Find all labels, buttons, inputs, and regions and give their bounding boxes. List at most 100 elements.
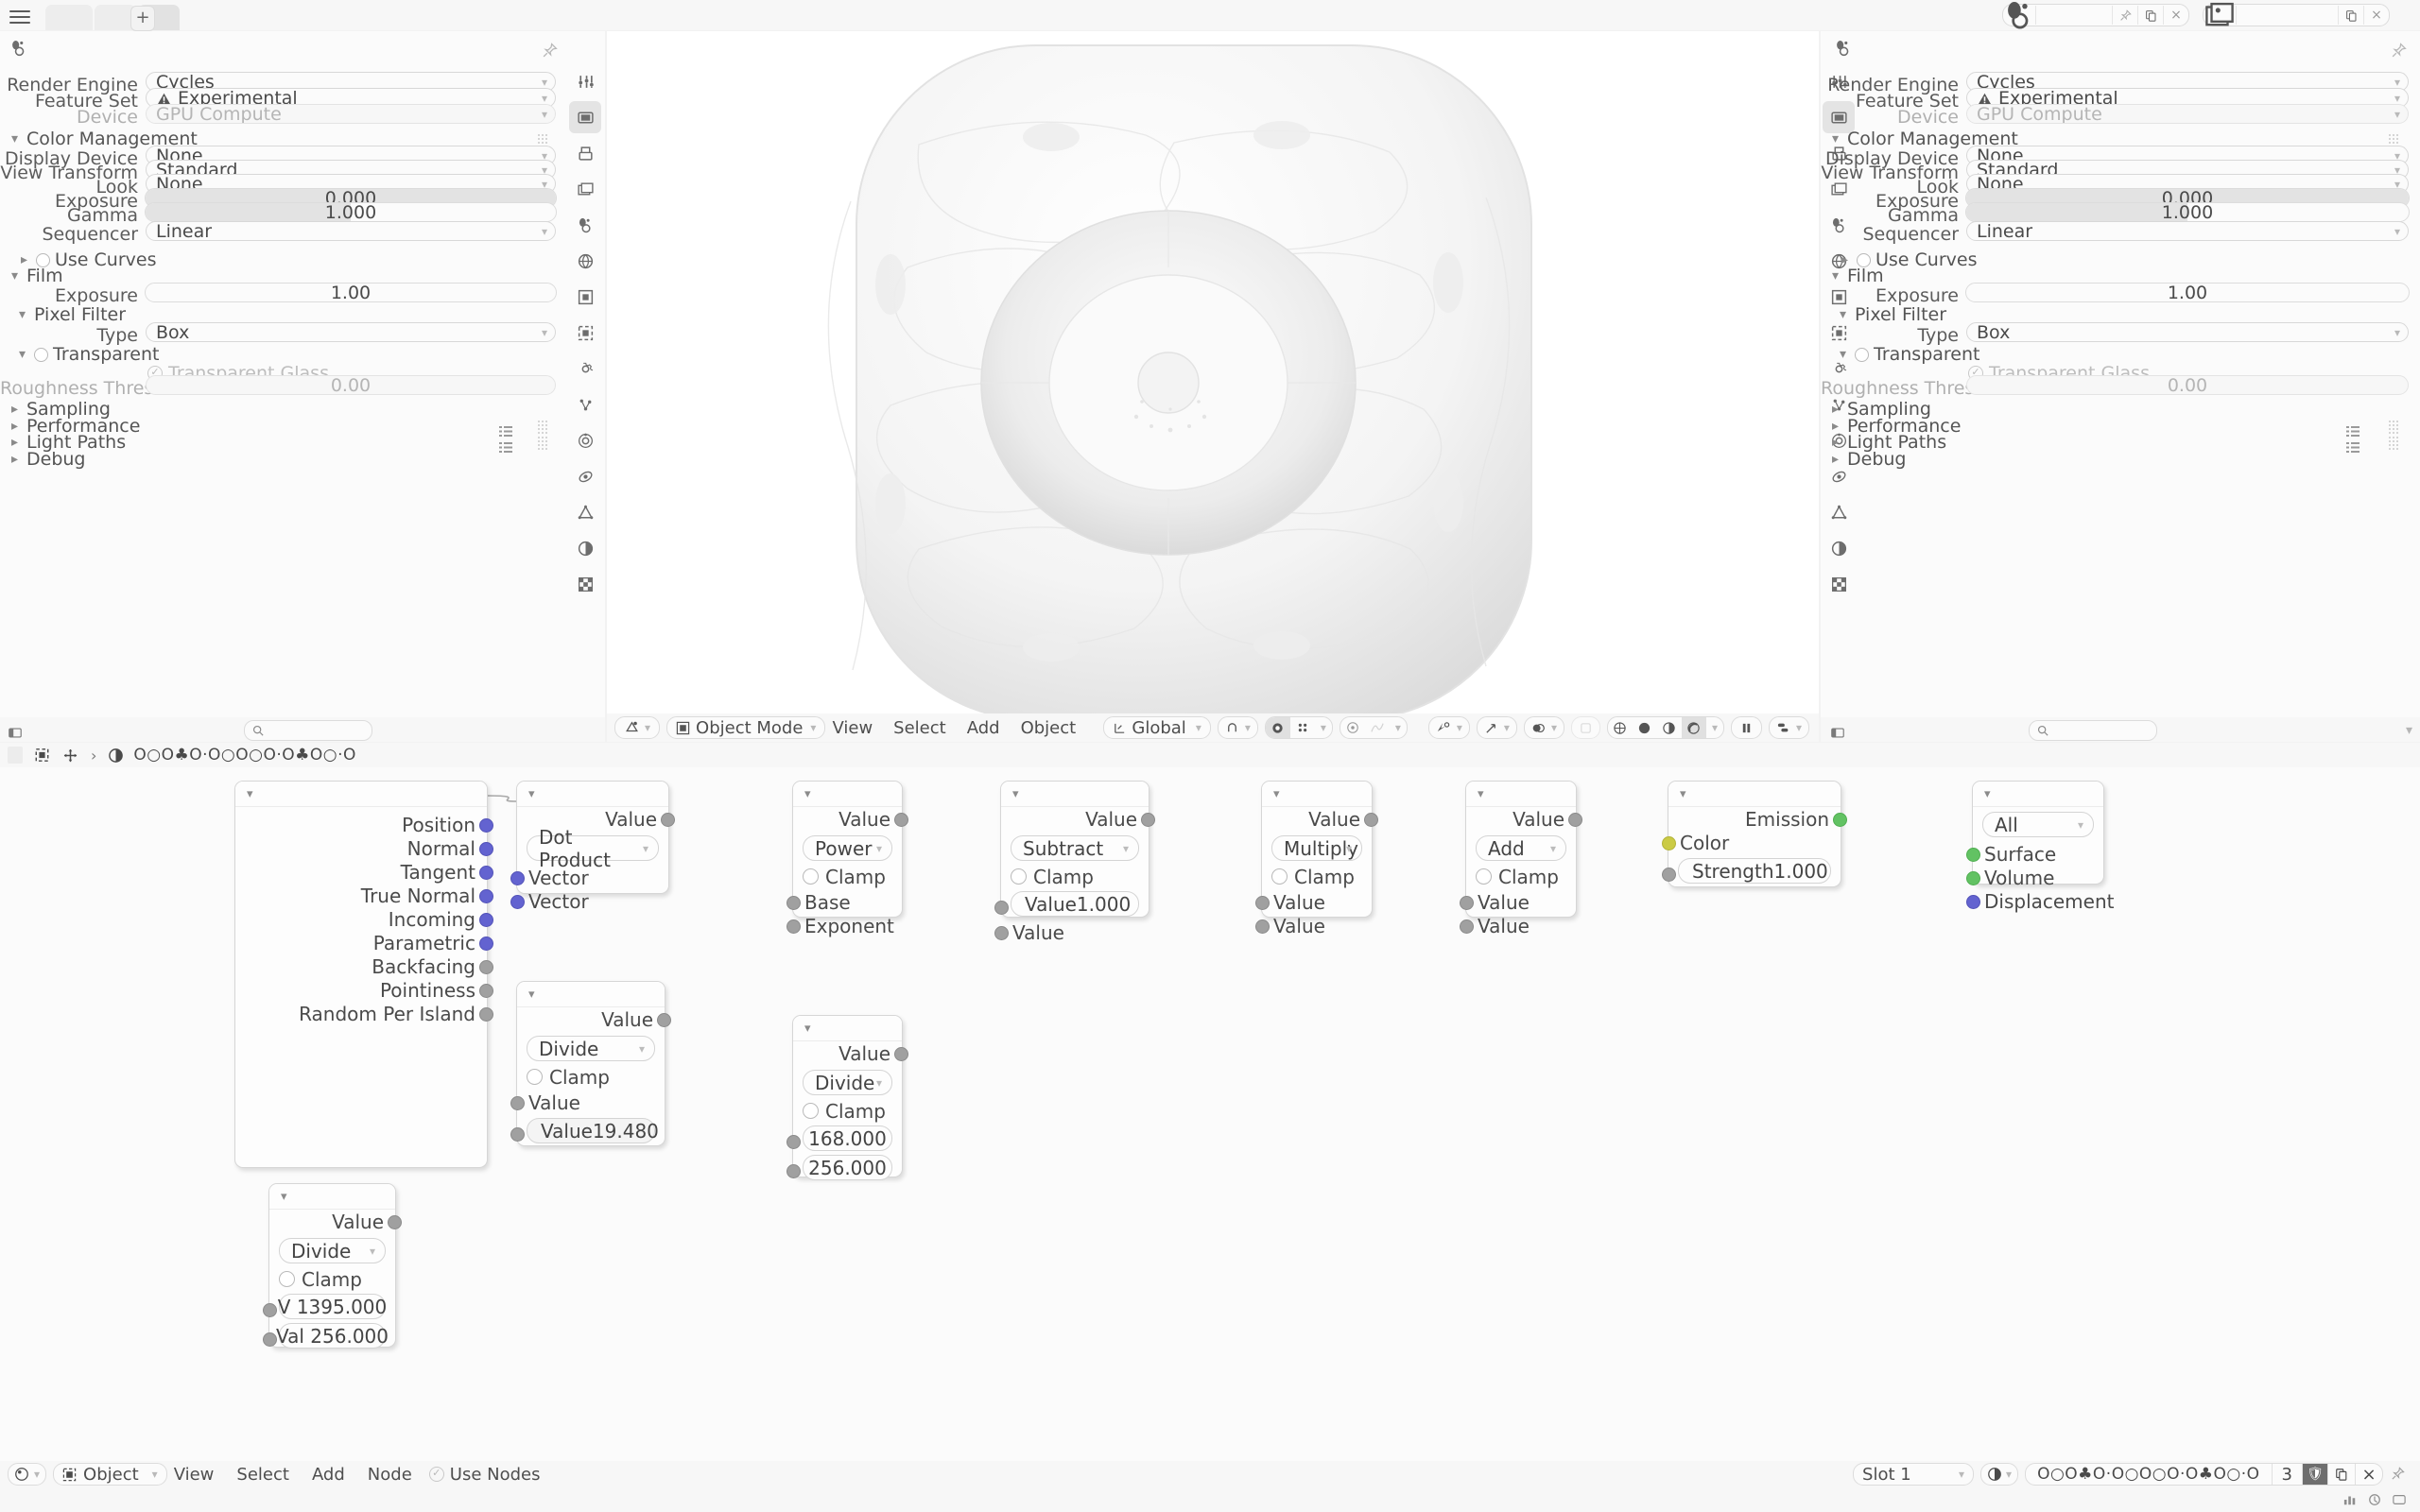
operation-dropdown[interactable]: Divide ▾ [279,1238,386,1263]
strength-field[interactable]: Strength 1.000 [1678,858,1831,884]
clamp-checkbox[interactable]: Clamp [1476,866,1566,888]
editor-type-selector[interactable]: ▾ [614,716,661,739]
socket-value-b[interactable]: Value [994,920,1149,944]
menu-object[interactable]: Object [1020,717,1077,738]
xray-toggle[interactable] [1570,716,1600,739]
properties-tab-tool[interactable] [1823,65,1855,97]
socket-position[interactable]: Position [235,813,493,836]
field-roughness-threshold[interactable]: 0.00 [1966,375,2409,395]
list-icon[interactable] [2346,419,2360,437]
properties-tab-material[interactable] [1823,532,1855,564]
node-header[interactable]: ▾ [793,782,902,807]
value-field-b[interactable]: Val 256.000 [276,1323,389,1349]
properties-tab-output[interactable] [1823,137,1855,169]
section-light-paths[interactable]: ▸ Light Paths [1832,432,1947,453]
node-header[interactable]: ▾ [517,982,665,1007]
socket-vector-b[interactable]: Vector [510,889,668,913]
node-header[interactable]: ▾ [235,782,487,807]
socket-color[interactable]: Color [1662,831,1841,854]
value-field-b[interactable]: Value 19.480 [527,1118,659,1143]
clamp-checkbox[interactable]: Clamp [279,1268,386,1291]
node-header[interactable]: ▾ [517,782,668,807]
workspace-tab-2[interactable] [95,5,136,30]
scene-datablock-field[interactable]: × [2002,2,2189,29]
list-icon[interactable] [499,435,512,453]
socket-value-b[interactable]: Value [1460,914,1576,937]
properties-tab-view-layer[interactable] [569,173,601,205]
operation-dropdown[interactable]: Divide ▾ [527,1036,655,1061]
properties-tab-render[interactable] [1823,101,1855,133]
editor-icon[interactable] [9,39,28,62]
material-users-count[interactable]: 3 [2271,1464,2302,1485]
shading-modes-group[interactable]: ▾ [1606,716,1724,739]
node-math-multiply[interactable]: ▾ Value Multiply ▾ Clamp Value Value [1255,781,1378,937]
socket-tangent[interactable]: Tangent [235,860,493,884]
node-header[interactable]: ▾ [1466,782,1576,807]
socket-base[interactable]: Base [786,890,902,914]
socket-value-out[interactable]: Value [1262,807,1378,831]
proportional-edit-icon[interactable] [1265,717,1290,738]
wireframe-icon[interactable] [1608,717,1633,738]
proportional-falloff-icon[interactable] [1290,717,1315,738]
menu-add[interactable]: Add [311,1464,345,1485]
operation-dropdown[interactable]: Subtract ▾ [1011,835,1139,861]
drag-dots[interactable] [2388,436,2401,450]
value-field-b[interactable]: 256.000 [803,1155,892,1180]
clamp-checkbox[interactable]: Clamp [803,866,892,888]
field-pixel-filter-type[interactable]: Box ▾ [1966,322,2409,342]
section-debug[interactable]: ▸ Debug [11,448,86,470]
hamburger-icon[interactable] [9,7,30,24]
section-color-management[interactable]: ▾ Color Management [1832,129,2018,149]
operation-dropdown[interactable]: Dot Product ▾ [527,826,659,871]
socket-pointiness[interactable]: Pointiness [235,978,493,1002]
section-debug[interactable]: ▸ Debug [1832,448,1907,470]
node-material-output[interactable]: ▾ All ▾ Surface Volume Displacement [1966,781,2115,913]
viewport-options[interactable]: ▾ [1768,716,1809,739]
use-nodes-checkbox[interactable]: ✓ Use Nodes [428,1465,541,1485]
node-header[interactable]: ▾ [1973,782,2103,807]
search-input[interactable] [2029,720,2157,741]
falloff-curve-icon[interactable] [1365,717,1390,738]
shield-icon[interactable]: 🛡 [2302,1464,2327,1485]
section-sampling[interactable]: ▸ Sampling [1832,399,1931,420]
shader-type-selector[interactable]: ▾ [8,1463,47,1486]
pause-render-toggle[interactable] [1730,716,1762,739]
properties-tab-scene[interactable] [569,209,601,241]
filter-icon[interactable] [8,722,23,745]
material-browse-button[interactable]: ▾ [1980,1463,2019,1486]
transform-orientation-selector[interactable]: Global ▾ [1103,716,1211,739]
shader-node-editor[interactable]: › O○O♣O·O○O○O·O♣O○·O [0,743,2420,1487]
socket-normal[interactable]: Normal [235,836,493,860]
menu-select[interactable]: Select [236,1464,289,1485]
node-math-divide-1395[interactable]: ▾ Value Divide ▾ Clamp V 1395.000 Val 256… [263,1183,402,1349]
socket-parametric[interactable]: Parametric [235,931,493,954]
pin-icon[interactable] [2112,6,2137,25]
chevron-down-icon[interactable]: ▾ [2405,723,2412,738]
rendered-icon[interactable] [1681,717,1706,738]
node-vector-math-dot-product[interactable]: ▾ Value Dot Product ▾ Vector Vector [510,781,675,913]
properties-tab-object[interactable] [1823,317,1855,349]
properties-tab-scene[interactable] [1823,209,1855,241]
properties-tab-tool[interactable] [569,65,601,97]
menu-node[interactable]: Node [367,1464,412,1485]
properties-tab-modifier[interactable] [1823,352,1855,385]
solid-icon[interactable] [1633,717,1657,738]
operation-dropdown[interactable]: Divide ▾ [803,1070,892,1095]
drag-dots[interactable] [537,420,550,434]
breadcrumb-material-name[interactable]: O○O♣O·O○O○O·O♣O○·O [133,746,356,765]
value-field-a[interactable]: Value 1.000 [1011,891,1139,917]
editor-corner-widget[interactable] [8,747,23,764]
field-roughness-threshold[interactable]: 0.00 [146,375,556,395]
properties-tab-collection[interactable] [1823,281,1855,313]
operation-dropdown[interactable]: Multiply ▾ [1271,835,1362,861]
viewport-3d[interactable]: ▾ Object Mode ▾ View Select Add Object G… [607,31,1819,742]
socket-incoming[interactable]: Incoming [235,907,493,931]
socket-displacement[interactable]: Displacement [1966,889,2115,913]
unlink-icon[interactable]: × [2163,6,2188,25]
socket-value-out[interactable]: Value [793,1041,908,1065]
field-feature-set[interactable]: Experimental ▾ [146,88,556,108]
section-performance[interactable]: ▸ Performance [11,415,141,437]
properties-tab-texture[interactable] [569,568,601,600]
properties-tab-world[interactable] [1823,245,1855,277]
list-icon[interactable] [2346,435,2360,453]
